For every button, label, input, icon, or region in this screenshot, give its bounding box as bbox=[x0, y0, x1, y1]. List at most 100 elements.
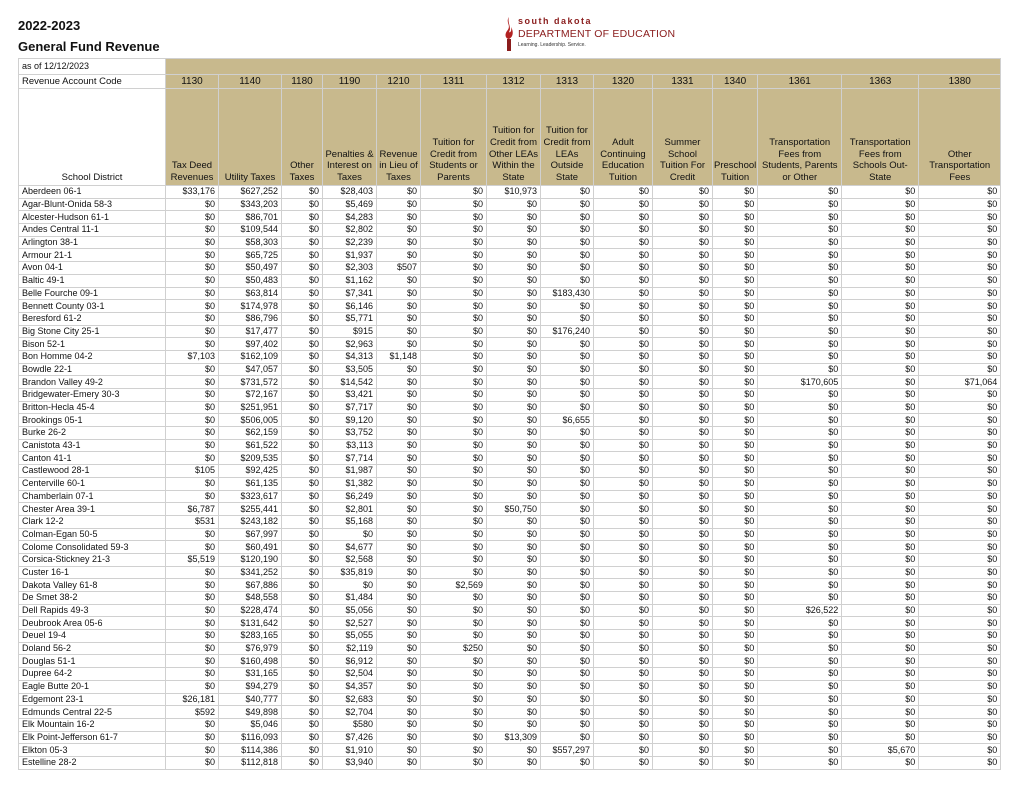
revenue-cell: $0 bbox=[165, 388, 219, 402]
revenue-cell: $0 bbox=[652, 299, 713, 313]
table-row: Aberdeen 06-1 $33,176 $627,252 $0 $28,403 $0 $… bbox=[18, 185, 1002, 199]
revenue-cell: $4,357 bbox=[322, 679, 377, 694]
revenue-cell: $0 bbox=[486, 299, 541, 313]
revenue-cell: $0 bbox=[711, 286, 759, 301]
revenue-cell: $0 bbox=[165, 311, 219, 326]
revenue-cell: $0 bbox=[757, 565, 843, 580]
revenue-cell: $0 bbox=[593, 552, 653, 567]
table-row: Estelline 28-2 $0 $112,818 $0 $3,940 $0 $0 $0 $0… bbox=[18, 755, 1002, 770]
revenue-cell: $0 bbox=[486, 578, 541, 592]
revenue-cell: $0 bbox=[165, 578, 219, 592]
revenue-cell: $0 bbox=[420, 286, 487, 301]
revenue-cell: $0 bbox=[420, 755, 487, 770]
revenue-cell: $0 bbox=[593, 235, 653, 250]
revenue-cell: $0 bbox=[841, 730, 920, 745]
revenue-cell: $0 bbox=[841, 349, 920, 364]
revenue-cell: $0 bbox=[281, 540, 323, 554]
revenue-cell: $0 bbox=[593, 755, 653, 770]
revenue-cell: $0 bbox=[165, 476, 219, 491]
table-row: Elk Point-Jefferson 61-7 $0 $116,093 $0 $7,4… bbox=[18, 730, 1002, 745]
revenue-cell: $0 bbox=[593, 286, 653, 301]
table-row: De Smet 38-2 $0 $48,558 $0 $1,484 $0 $0 $0 $0 $0 $… bbox=[18, 591, 1002, 605]
revenue-cell: $0 bbox=[652, 337, 713, 351]
header-band bbox=[164, 58, 1002, 75]
revenue-cell: $0 bbox=[918, 337, 1002, 351]
table-row: Deubrook Area 05-6 $0 $131,642 $0 $2,527 $0 $0… bbox=[18, 616, 1002, 631]
revenue-cell: $0 bbox=[652, 629, 713, 643]
table-row: Castlewood 28-1 $105 $92,425 $0 $1,987 $0 $0 $0… bbox=[18, 464, 1002, 478]
revenue-cell: $0 bbox=[652, 692, 713, 707]
revenue-cell: $0 bbox=[711, 426, 759, 440]
table-row: Andes Central 11-1 $0 $109,544 $0 $2,802 $0 $0… bbox=[18, 223, 1002, 237]
revenue-cell: $0 bbox=[165, 273, 219, 288]
revenue-cell: $0 bbox=[486, 375, 541, 389]
revenue-cell: $0 bbox=[540, 197, 594, 212]
revenue-cell: $0 bbox=[918, 629, 1002, 643]
revenue-cell: $0 bbox=[420, 527, 487, 542]
revenue-cell: $0 bbox=[486, 362, 541, 377]
revenue-cell: $0 bbox=[918, 641, 1002, 656]
account-code: 1340 bbox=[711, 74, 759, 89]
revenue-cell: $0 bbox=[918, 705, 1002, 719]
revenue-cell: $0 bbox=[376, 755, 421, 770]
table-row: Burke 26-2 $0 $62,159 $0 $3,752 $0 $0 $0 $0 $0 $0 $… bbox=[18, 426, 1002, 440]
revenue-cell: $14,542 bbox=[322, 375, 377, 389]
revenue-cell: $0 bbox=[757, 261, 843, 275]
revenue-cell: $61,135 bbox=[218, 476, 282, 491]
revenue-cell: $0 bbox=[711, 400, 759, 415]
revenue-cell: $0 bbox=[486, 248, 541, 263]
revenue-cell: $0 bbox=[652, 451, 713, 466]
revenue-cell: $0 bbox=[757, 755, 843, 770]
revenue-cell: $0 bbox=[918, 565, 1002, 580]
revenue-cell: $0 bbox=[376, 273, 421, 288]
revenue-cell: $4,313 bbox=[322, 349, 377, 364]
revenue-cell: $0 bbox=[540, 755, 594, 770]
revenue-cell: $97,402 bbox=[218, 337, 282, 351]
revenue-cell: $0 bbox=[711, 641, 759, 656]
revenue-cell: $0 bbox=[165, 755, 219, 770]
revenue-cell: $86,701 bbox=[218, 210, 282, 225]
revenue-cell: $50,497 bbox=[218, 261, 282, 275]
revenue-cell: $0 bbox=[918, 527, 1002, 542]
revenue-cell: $3,505 bbox=[322, 362, 377, 377]
revenue-cell: $0 bbox=[165, 679, 219, 694]
revenue-cell: $0 bbox=[486, 603, 541, 618]
revenue-cell: $0 bbox=[757, 552, 843, 567]
revenue-cell: $0 bbox=[420, 299, 487, 313]
revenue-cell: $531 bbox=[165, 514, 219, 529]
revenue-cell: $0 bbox=[711, 223, 759, 237]
revenue-cell: $0 bbox=[841, 489, 920, 504]
district-name: Baltic 49-1 bbox=[18, 273, 166, 288]
revenue-cell: $0 bbox=[757, 235, 843, 250]
table-row: Canistota 43-1 $0 $61,522 $0 $3,113 $0 $0 $0 $0 $… bbox=[18, 438, 1002, 453]
revenue-cell: $0 bbox=[652, 388, 713, 402]
revenue-cell: $5,055 bbox=[322, 629, 377, 643]
revenue-cell: $0 bbox=[420, 717, 487, 732]
account-code: 1180 bbox=[281, 74, 323, 89]
revenue-cell: $0 bbox=[711, 476, 759, 491]
revenue-cell: $251,951 bbox=[218, 400, 282, 415]
revenue-cell: $0 bbox=[652, 705, 713, 719]
revenue-cell: $0 bbox=[376, 464, 421, 478]
district-name: Douglas 51-1 bbox=[18, 654, 166, 669]
revenue-cell: $63,814 bbox=[218, 286, 282, 301]
revenue-cell: $0 bbox=[652, 730, 713, 745]
revenue-cell: $0 bbox=[757, 730, 843, 745]
column-header-label: Utility Taxes bbox=[224, 172, 276, 184]
revenue-cell: $0 bbox=[165, 248, 219, 263]
revenue-cell: $0 bbox=[711, 743, 759, 757]
logo-line-1: south dakota bbox=[518, 16, 593, 26]
revenue-cell: $0 bbox=[420, 730, 487, 745]
revenue-cell: $0 bbox=[486, 692, 541, 707]
revenue-cell: $0 bbox=[376, 591, 421, 605]
account-code: 1190 bbox=[322, 74, 377, 89]
revenue-cell: $0 bbox=[652, 514, 713, 529]
revenue-cell: $10,973 bbox=[486, 185, 541, 199]
revenue-cell: $0 bbox=[711, 311, 759, 326]
revenue-cell: $0 bbox=[281, 616, 323, 631]
revenue-cell: $26,181 bbox=[165, 692, 219, 707]
revenue-cell: $0 bbox=[918, 185, 1002, 199]
revenue-cell: $0 bbox=[281, 552, 323, 567]
revenue-cell: $0 bbox=[757, 299, 843, 313]
revenue-cell: $26,522 bbox=[757, 603, 843, 618]
